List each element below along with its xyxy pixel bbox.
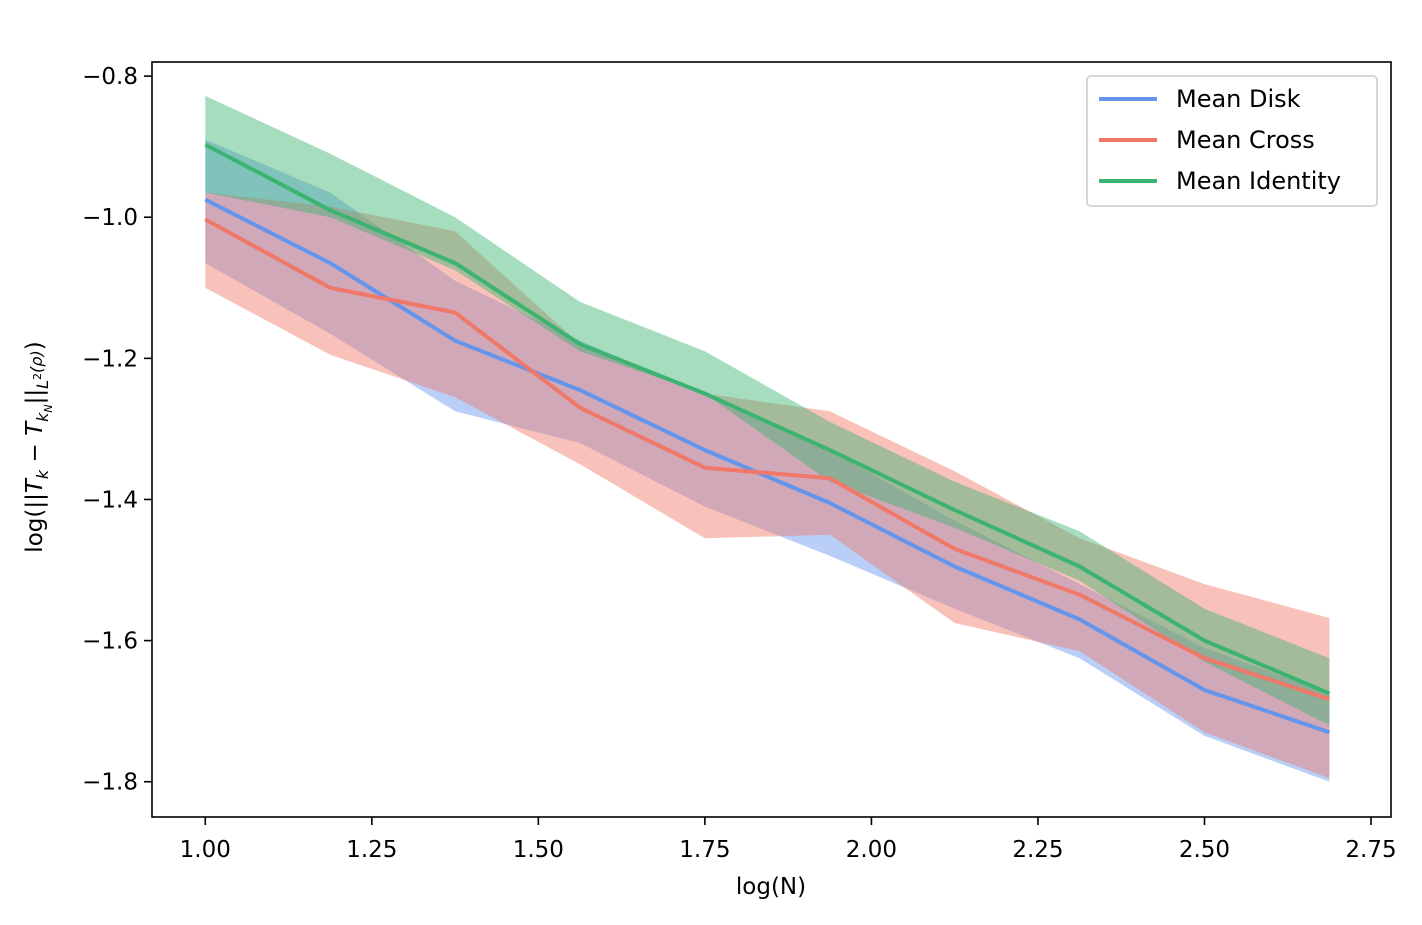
band-mean-identity	[205, 95, 1330, 726]
band-mean-cross	[205, 192, 1330, 779]
legend-label: Mean Identity	[1176, 167, 1341, 195]
x-tick-label: 2.00	[846, 837, 897, 863]
legend-box	[1086, 75, 1378, 207]
x-tick-label: 1.50	[513, 837, 564, 863]
x-tick-label: 2.25	[1012, 837, 1063, 863]
legend-label: Mean Cross	[1176, 126, 1315, 154]
x-tick-label: 2.50	[1179, 837, 1230, 863]
x-tick-label: 1.75	[679, 837, 730, 863]
series-lines	[204, 142, 1331, 735]
y-tick-label: −0.8	[82, 64, 138, 90]
legend-entries: Mean Disk Mean Cross Mean Identity	[1099, 85, 1341, 195]
legend: Mean Disk Mean Cross Mean Identity	[1086, 75, 1378, 207]
y-tick-label: −1.8	[82, 770, 138, 796]
x-axis-label: log(N)	[736, 874, 806, 900]
y-tick-label: −1.0	[82, 205, 138, 231]
line-mean-identity	[204, 142, 1331, 696]
band-mean-disk	[205, 139, 1330, 782]
y-tick-label: −1.2	[82, 346, 138, 372]
x-tick-label: 1.00	[180, 837, 231, 863]
y-tick-label: −1.4	[82, 487, 138, 513]
x-tick-label: 2.75	[1345, 837, 1396, 863]
x-tick-label: 1.25	[346, 837, 397, 863]
svg-text:log(||Tk − TkN||L2(ρ)): log(||Tk − TkN||L2(ρ))	[22, 341, 55, 552]
plot-frame	[151, 61, 1392, 818]
y-axis-label: log(||Tk − TkN||L2(ρ))	[22, 341, 55, 552]
y-tick-label: −1.6	[82, 629, 138, 655]
line-mean-cross	[204, 217, 1331, 702]
x-axis-ticks: 1.00 1.25 1.50 1.75 2.00 2.25 2.50 2.75	[180, 817, 1397, 863]
confidence-bands	[205, 95, 1330, 782]
legend-label: Mean Disk	[1176, 85, 1301, 113]
y-axis-ticks: −0.8 −1.0 −1.2 −1.4 −1.6 −1.8	[82, 64, 152, 796]
